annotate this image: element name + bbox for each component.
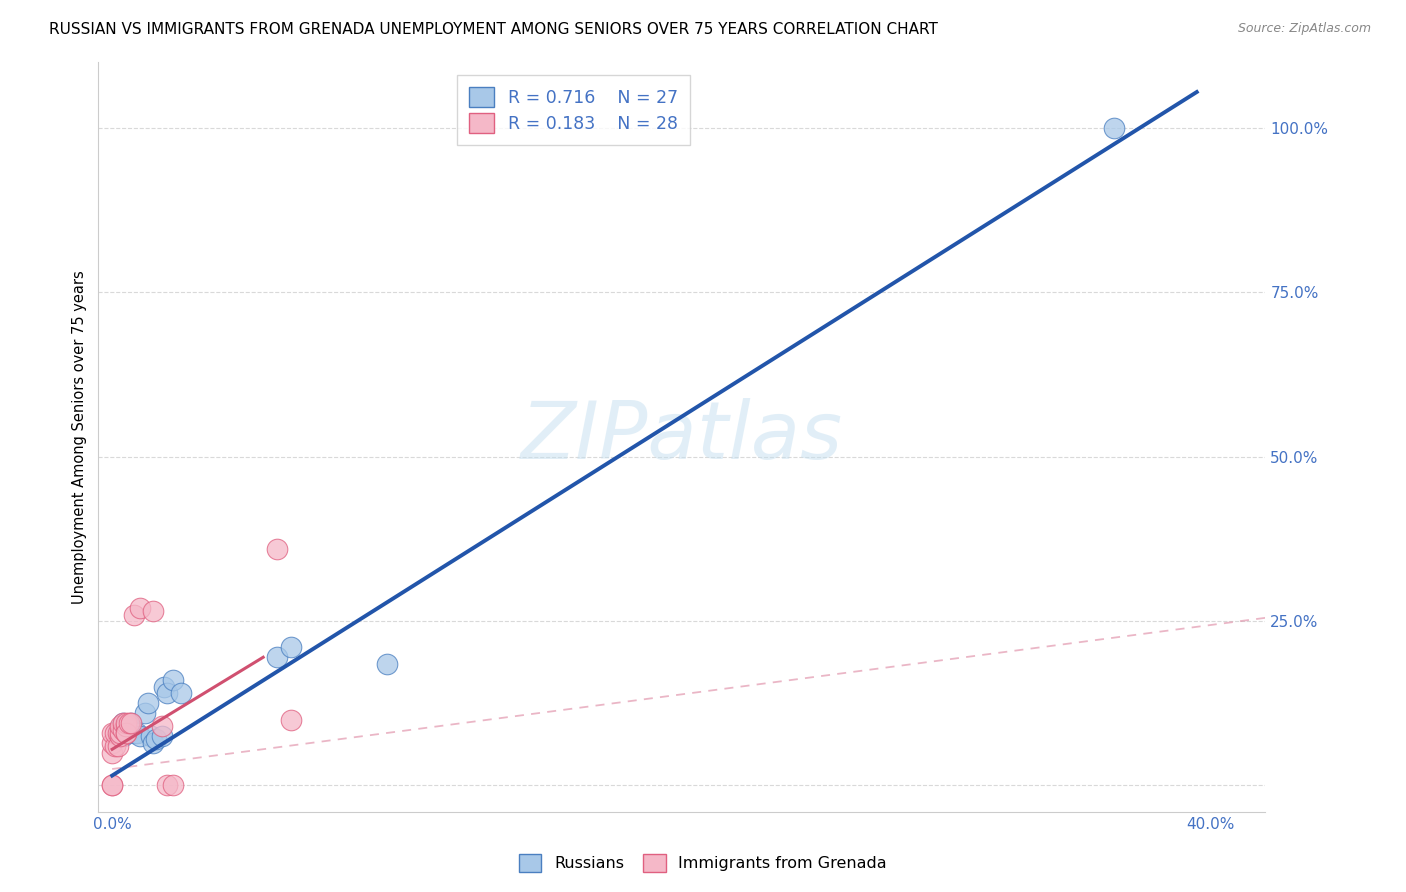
Point (145, 732, 167, 747)
Point (128, 601, 150, 615)
Point (128, 729, 150, 743)
Point (104, 739, 127, 753)
Point (107, 726, 129, 740)
Point (112, 716, 135, 731)
Point (112, 716, 135, 731)
Point (101, 779, 124, 793)
Point (117, 719, 139, 733)
Point (110, 729, 132, 743)
Point (266, 541, 288, 556)
Point (120, 723, 142, 737)
Point (107, 739, 129, 753)
Point (110, 726, 132, 740)
Point (153, 680, 176, 694)
Point (122, 726, 145, 740)
Point (107, 723, 129, 737)
Point (110, 726, 132, 740)
Point (280, 640, 302, 655)
Text: Source: ZipAtlas.com: Source: ZipAtlas.com (1237, 22, 1371, 36)
Point (112, 723, 135, 737)
Point (120, 716, 142, 731)
Point (1104, 121, 1126, 136)
Point (115, 726, 138, 740)
Point (136, 696, 159, 710)
Point (115, 723, 138, 737)
Point (139, 729, 162, 743)
Point (142, 604, 165, 618)
Point (266, 650, 288, 665)
Point (122, 607, 145, 622)
Point (101, 726, 124, 740)
Point (115, 716, 138, 731)
Point (101, 736, 124, 750)
Text: ZIPatlas: ZIPatlas (520, 398, 844, 476)
Point (162, 779, 184, 793)
Point (117, 716, 139, 731)
Point (104, 726, 127, 740)
Legend: R = 0.716    N = 27, R = 0.183    N = 28: R = 0.716 N = 27, R = 0.183 N = 28 (457, 75, 690, 145)
Point (156, 779, 179, 793)
Point (117, 723, 139, 737)
Point (162, 673, 184, 688)
Point (170, 686, 193, 700)
Point (150, 719, 173, 733)
Legend: Russians, Immigrants from Grenada: Russians, Immigrants from Grenada (513, 847, 893, 879)
Point (142, 736, 165, 750)
Point (112, 729, 135, 743)
Point (150, 729, 173, 743)
Point (115, 719, 138, 733)
Point (101, 746, 124, 760)
Text: RUSSIAN VS IMMIGRANTS FROM GRENADA UNEMPLOYMENT AMONG SENIORS OVER 75 YEARS CORR: RUSSIAN VS IMMIGRANTS FROM GRENADA UNEMP… (49, 22, 938, 37)
Point (101, 779, 124, 793)
Point (125, 726, 148, 740)
Point (134, 706, 156, 720)
Point (115, 726, 138, 740)
Point (115, 726, 138, 740)
Point (110, 719, 132, 733)
Point (156, 686, 179, 700)
Y-axis label: Unemployment Among Seniors over 75 years: Unemployment Among Seniors over 75 years (72, 270, 87, 604)
Point (375, 657, 398, 671)
Point (120, 716, 142, 731)
Point (280, 713, 302, 727)
